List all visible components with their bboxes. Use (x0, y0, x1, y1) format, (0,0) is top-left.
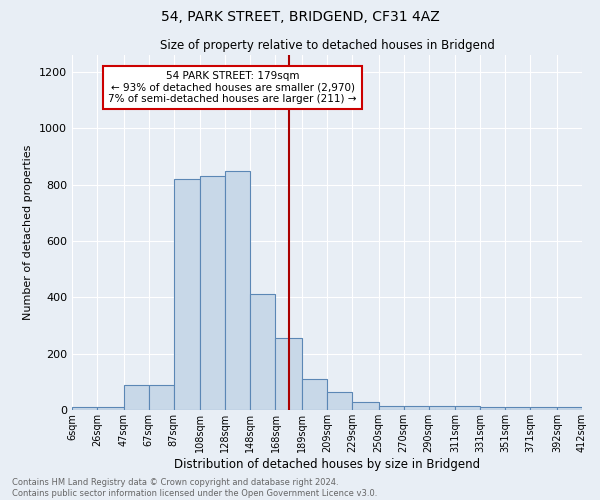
Bar (72, 407, 97, 410)
Bar (429, 406, 455, 410)
Bar (225, 170, 250, 410)
Bar (149, 384, 174, 410)
Bar (505, 407, 530, 410)
Bar (327, 392, 352, 410)
Bar (352, 402, 379, 410)
Bar (379, 406, 404, 410)
Text: 54 PARK STREET: 179sqm
← 93% of detached houses are smaller (2,970)
7% of semi-d: 54 PARK STREET: 179sqm ← 93% of detached… (109, 71, 357, 104)
X-axis label: Distribution of detached houses by size in Bridgend: Distribution of detached houses by size … (174, 458, 480, 470)
Bar (530, 407, 557, 410)
Bar (250, 294, 275, 410)
Title: Size of property relative to detached houses in Bridgend: Size of property relative to detached ho… (160, 40, 494, 52)
Bar (174, 179, 200, 410)
Bar (480, 407, 505, 410)
Bar (97, 407, 124, 410)
Bar (404, 406, 429, 410)
Bar (124, 384, 149, 410)
Bar (557, 407, 582, 410)
Bar (302, 379, 327, 410)
Bar (275, 338, 302, 410)
Bar (455, 406, 480, 410)
Text: Contains HM Land Registry data © Crown copyright and database right 2024.
Contai: Contains HM Land Registry data © Crown c… (12, 478, 377, 498)
Bar (200, 176, 225, 410)
Text: 54, PARK STREET, BRIDGEND, CF31 4AZ: 54, PARK STREET, BRIDGEND, CF31 4AZ (161, 10, 439, 24)
Y-axis label: Number of detached properties: Number of detached properties (23, 145, 34, 320)
